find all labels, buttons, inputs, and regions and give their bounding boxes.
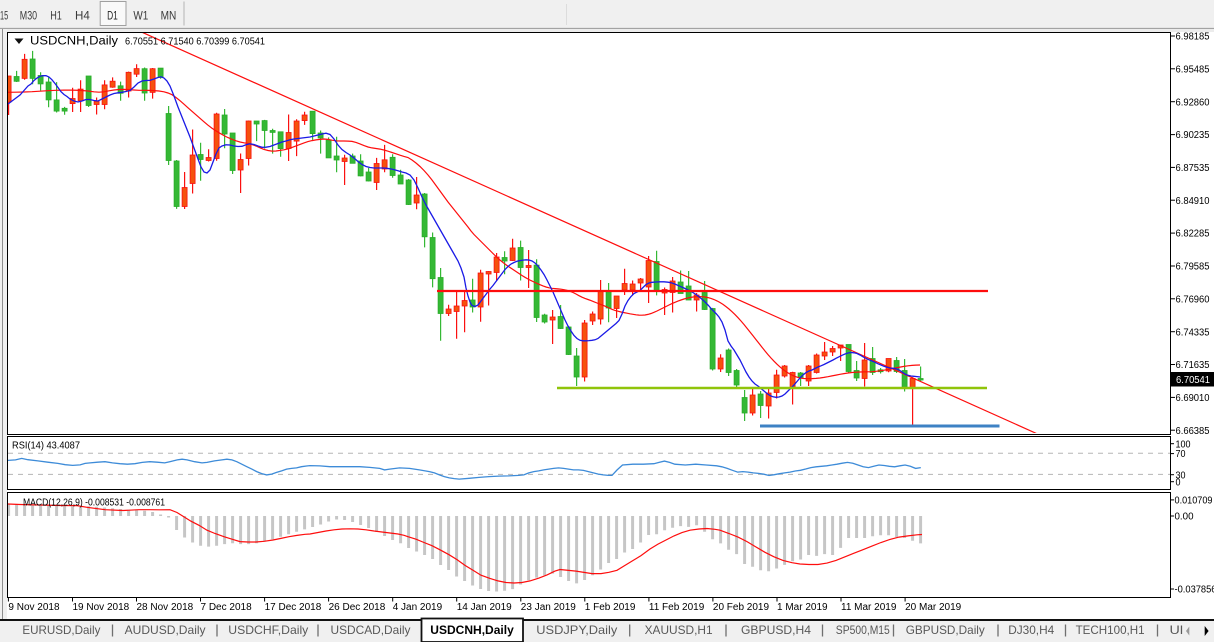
svg-text:23 Jan 2019: 23 Jan 2019 xyxy=(521,602,576,613)
svg-text:6.66385: 6.66385 xyxy=(1176,426,1210,437)
svg-text:USDCAD,Daily: USDCAD,Daily xyxy=(331,623,411,637)
svg-text:0: 0 xyxy=(1176,477,1181,488)
svg-text:6.87535: 6.87535 xyxy=(1176,163,1210,174)
svg-text:H4: H4 xyxy=(75,11,90,23)
svg-text:W1: W1 xyxy=(133,11,148,23)
svg-text:H1: H1 xyxy=(50,11,62,23)
svg-text:9 Nov 2018: 9 Nov 2018 xyxy=(8,602,60,613)
svg-text:6.82285: 6.82285 xyxy=(1176,229,1210,240)
svg-text:MACD(12,26,9) -0.008531 -0.008: MACD(12,26,9) -0.008531 -0.008761 xyxy=(23,498,165,509)
svg-text:6.74335: 6.74335 xyxy=(1176,327,1210,338)
svg-text:6.76960: 6.76960 xyxy=(1176,294,1210,305)
svg-text:6.84910: 6.84910 xyxy=(1176,196,1210,207)
svg-text:6.92860: 6.92860 xyxy=(1176,97,1210,108)
svg-text:USDCHF,Daily: USDCHF,Daily xyxy=(228,623,308,637)
svg-text:6.69010: 6.69010 xyxy=(1176,393,1210,404)
svg-text:-0.037856: -0.037856 xyxy=(1175,585,1214,596)
svg-text:AUDUSD,Daily: AUDUSD,Daily xyxy=(125,623,206,637)
svg-text:GBPUSD,H4: GBPUSD,H4 xyxy=(741,623,811,637)
svg-text:11 Mar 2019: 11 Mar 2019 xyxy=(841,602,897,613)
svg-text:30: 30 xyxy=(1176,470,1186,481)
svg-text:1 Feb 2019: 1 Feb 2019 xyxy=(585,602,636,613)
svg-text:20 Mar 2019: 20 Mar 2019 xyxy=(905,602,962,613)
svg-text:XAUUSD,H1: XAUUSD,H1 xyxy=(645,623,713,637)
svg-text:M30: M30 xyxy=(20,11,37,23)
svg-text:6.95485: 6.95485 xyxy=(1176,64,1210,75)
svg-text:26 Dec 2018: 26 Dec 2018 xyxy=(329,602,386,613)
svg-text:0.00: 0.00 xyxy=(1175,512,1194,523)
svg-text:EURUSD,Daily: EURUSD,Daily xyxy=(22,623,100,637)
svg-text:15: 15 xyxy=(0,11,8,23)
svg-text:28 Nov 2018: 28 Nov 2018 xyxy=(137,602,194,613)
svg-text:D1: D1 xyxy=(107,11,118,23)
svg-text:100: 100 xyxy=(1176,439,1191,450)
svg-text:1 Mar 2019: 1 Mar 2019 xyxy=(777,602,828,613)
svg-text:17 Dec 2018: 17 Dec 2018 xyxy=(265,602,322,613)
svg-text:0.010709: 0.010709 xyxy=(1175,496,1213,507)
svg-text:6.70541: 6.70541 xyxy=(1176,375,1210,386)
svg-text:19 Nov 2018: 19 Nov 2018 xyxy=(73,602,130,613)
svg-text:6.71635: 6.71635 xyxy=(1176,360,1210,371)
svg-text:SP500,M15: SP500,M15 xyxy=(836,623,890,637)
svg-text:RSI(14) 43.4087: RSI(14) 43.4087 xyxy=(12,441,80,452)
svg-text:4 Jan 2019: 4 Jan 2019 xyxy=(393,602,443,613)
svg-text:11 Feb 2019: 11 Feb 2019 xyxy=(649,602,705,613)
svg-text:6.98185: 6.98185 xyxy=(1176,32,1210,43)
svg-text:6.90235: 6.90235 xyxy=(1176,130,1210,141)
svg-text:TECH100,H1: TECH100,H1 xyxy=(1076,623,1145,637)
svg-text:USDJPY,Daily: USDJPY,Daily xyxy=(536,623,617,637)
svg-text:DJ30,H4: DJ30,H4 xyxy=(1008,623,1054,637)
svg-text:6.70551 6.71540 6.70399 6.7054: 6.70551 6.71540 6.70399 6.70541 xyxy=(125,36,265,48)
svg-text:14 Jan 2019: 14 Jan 2019 xyxy=(457,602,512,613)
svg-text:USDCNH,Daily: USDCNH,Daily xyxy=(430,623,514,637)
svg-text:USDCNH,Daily: USDCNH,Daily xyxy=(30,36,118,48)
svg-text:20 Feb 2019: 20 Feb 2019 xyxy=(713,602,770,613)
svg-text:Ul: Ul xyxy=(1170,623,1184,637)
svg-text:GBPUSD,Daily: GBPUSD,Daily xyxy=(906,623,985,637)
svg-text:70: 70 xyxy=(1176,449,1186,460)
svg-text:MN: MN xyxy=(161,11,177,23)
svg-text:6.79585: 6.79585 xyxy=(1176,262,1210,273)
svg-text:7 Dec 2018: 7 Dec 2018 xyxy=(201,602,253,613)
